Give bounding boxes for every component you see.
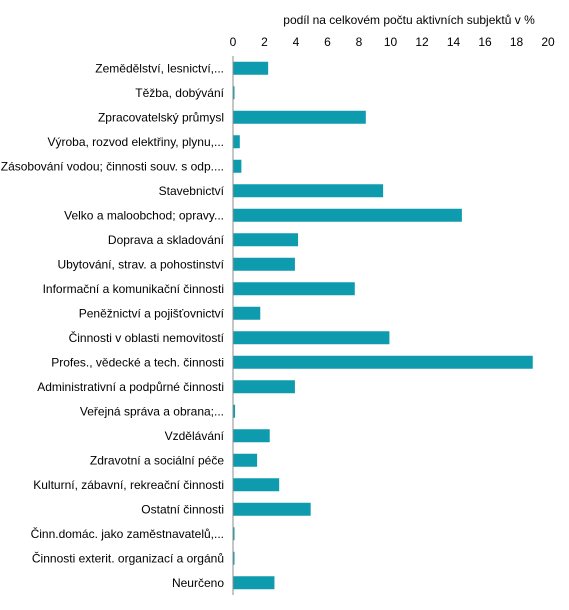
bar <box>233 502 311 516</box>
category-label: Výroba, rozvod elektřiny, plynu,... <box>47 135 224 149</box>
x-tick-label: 12 <box>415 35 429 49</box>
x-axis-title: podíl na celkovém počtu aktivních subjek… <box>283 13 535 27</box>
x-tick-label: 16 <box>478 35 492 49</box>
x-tick-label: 0 <box>230 35 237 49</box>
category-label: Doprava a skladování <box>108 233 225 247</box>
bar <box>233 478 280 492</box>
x-tick-label: 20 <box>541 35 555 49</box>
bar <box>233 110 366 124</box>
bar <box>233 233 299 247</box>
category-label: Zásobování vodou; činnosti souv. s odp..… <box>1 159 224 173</box>
category-label: Velko a maloobchod; opravy... <box>64 208 224 222</box>
bar <box>233 331 390 345</box>
category-label: Kulturní, zábavní, rekreační činnosti <box>33 478 224 492</box>
bars <box>233 61 533 590</box>
bar <box>233 61 269 75</box>
category-label: Zemědělství, lesnictví,... <box>95 61 224 75</box>
bar <box>233 257 295 271</box>
bar <box>233 355 533 369</box>
category-label: Peněžnictví a pojišťovnictví <box>79 306 225 320</box>
bar <box>233 453 258 467</box>
category-label: Těžba, dobývání <box>135 86 224 100</box>
category-label: Ubytování, strav. a pohostinství <box>57 257 224 271</box>
x-axis-ticks: 0 2 4 6 8 10 12 14 16 18 20 <box>230 35 555 49</box>
category-label: Administrativní a podpůrné činnosti <box>37 380 224 394</box>
bar <box>233 86 235 100</box>
bar <box>233 551 235 565</box>
bar <box>233 380 295 394</box>
category-label: Zdravotní a sociální péče <box>90 453 224 467</box>
x-tick-label: 2 <box>261 35 268 49</box>
bar <box>233 404 236 418</box>
x-tick-label: 8 <box>356 35 363 49</box>
bar <box>233 184 384 198</box>
category-label: Zpracovatelský průmysl <box>98 110 224 124</box>
category-label: Činnosti v oblasti nemovitostí <box>69 330 225 345</box>
x-tick-label: 10 <box>384 35 398 49</box>
x-tick-label: 18 <box>510 35 524 49</box>
bar <box>233 527 235 541</box>
category-label: Činnosti exterit. organizací a orgánů <box>32 550 224 565</box>
bar <box>233 576 275 590</box>
bar <box>233 135 240 149</box>
bar <box>233 282 355 296</box>
bar <box>233 208 462 222</box>
category-label: Informační a komunikační činnosti <box>43 282 224 296</box>
category-label: Veřejná správa a obrana;... <box>80 404 224 418</box>
category-label: Vzdělávání <box>165 429 225 443</box>
x-tick-label: 4 <box>293 35 300 49</box>
bar <box>233 159 242 173</box>
category-label: Neurčeno <box>172 576 224 590</box>
bar <box>233 429 270 443</box>
x-tick-label: 14 <box>447 35 461 49</box>
category-labels: Zemědělství, lesnictví,... Těžba, dobýván… <box>1 61 225 590</box>
category-label: Činn.domác. jako zaměstnavatelů,... <box>31 526 224 541</box>
category-label: Ostatní činnosti <box>141 502 224 516</box>
x-tick-label: 6 <box>324 35 331 49</box>
category-label: Stavebnictví <box>159 184 225 198</box>
category-label: Profes., vědecké a tech. činnosti <box>51 355 224 369</box>
bar <box>233 306 261 320</box>
